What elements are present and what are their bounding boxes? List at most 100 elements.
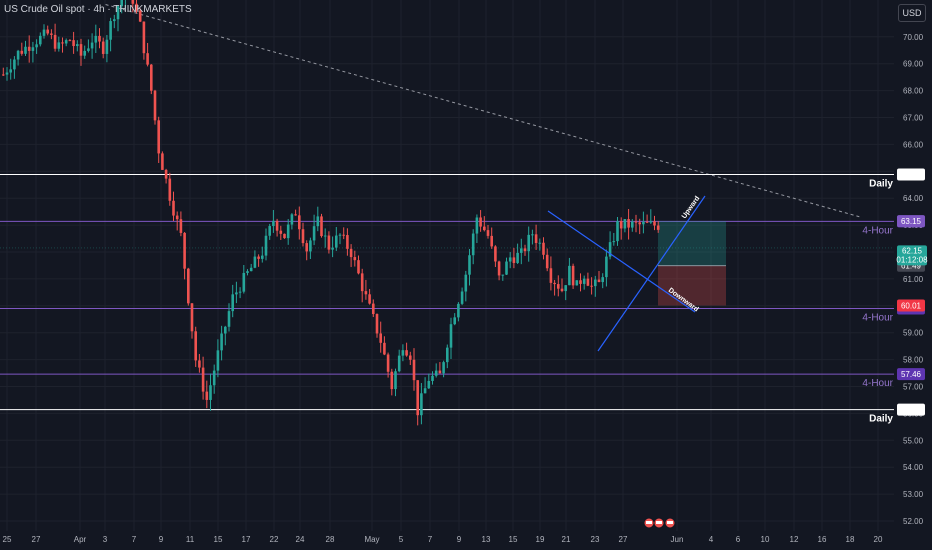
candle-body: [320, 216, 323, 237]
level-price-badge: [897, 168, 925, 181]
long-position-tool[interactable]: [658, 221, 726, 306]
candle-body: [545, 254, 549, 269]
candlesticks: [2, 0, 660, 426]
candle-body: [175, 215, 179, 220]
candle-body: [420, 393, 423, 416]
candle-body: [397, 355, 401, 372]
currency-button[interactable]: USD: [898, 4, 926, 22]
price-tick-label: 69.00: [903, 60, 924, 69]
candle-body: [594, 279, 597, 287]
loss-zone: [658, 265, 726, 306]
candle-body: [142, 21, 146, 54]
candle-body: [390, 371, 394, 390]
price-tick-label: 70.00: [903, 33, 924, 42]
candle-body: [116, 6, 120, 20]
candle-body: [42, 29, 46, 36]
candle-body: [87, 48, 90, 51]
candle-body: [586, 278, 590, 286]
candle-body: [331, 247, 334, 250]
candle-body: [438, 370, 442, 374]
candle-body: [64, 40, 68, 44]
candle-body: [449, 324, 453, 348]
candle-body: [94, 35, 98, 43]
candle-body: [153, 90, 157, 121]
candle-body: [446, 347, 449, 363]
candle-body: [360, 273, 364, 292]
candle-body: [605, 256, 608, 278]
candle-body: [157, 120, 160, 154]
candle-body: [505, 261, 508, 275]
event-flag-mark: [667, 521, 673, 524]
countdown-text: 01:12:08: [896, 255, 928, 264]
candle-body: [401, 350, 405, 356]
candle-body: [131, 0, 135, 4]
candle-body: [460, 291, 464, 304]
candle-body: [527, 234, 530, 252]
candle-body: [490, 235, 493, 247]
candle-body: [150, 64, 153, 91]
candle-body: [209, 385, 212, 400]
price-tick-label: 52.00: [903, 517, 924, 526]
candle-body: [24, 46, 27, 54]
profit-zone: [658, 221, 726, 266]
candle-body: [508, 257, 512, 262]
candle-body: [109, 21, 112, 40]
candle-body: [357, 260, 360, 274]
level-price-text: 57.46: [901, 370, 922, 379]
price-badge: [897, 299, 925, 312]
candle-body: [468, 255, 471, 275]
price-tick-label: 68.00: [903, 87, 924, 96]
time-tick-label: 7: [428, 535, 433, 544]
candle-body: [57, 42, 61, 49]
time-tick-label: 27: [32, 535, 41, 544]
price-tick-label: 66.00: [903, 140, 924, 149]
candle-body: [386, 354, 390, 372]
price-tick-label: 64.00: [903, 194, 924, 203]
candle-body: [249, 267, 253, 272]
candle-body: [309, 240, 312, 252]
candle-body: [275, 220, 279, 231]
candle-body: [656, 225, 660, 230]
candle-body: [553, 282, 556, 285]
candle-body: [575, 280, 579, 286]
time-tick-label: 6: [736, 535, 741, 544]
candle-body: [190, 303, 194, 332]
candle-body: [619, 221, 623, 229]
level-label: Daily: [869, 179, 893, 190]
level-price-text: 64.88: [901, 171, 922, 180]
candle-body: [523, 248, 527, 252]
candle-body: [431, 375, 434, 381]
time-tick-label: 17: [242, 535, 251, 544]
candle-body: [342, 234, 345, 236]
time-tick-label: 9: [457, 535, 462, 544]
price-tick-label: 59.00: [903, 329, 924, 338]
candle-body: [264, 235, 268, 256]
time-tick-label: 12: [790, 535, 799, 544]
candle-body: [235, 292, 238, 295]
candle-body: [516, 252, 519, 263]
price-badge-text: 60.01: [901, 302, 922, 311]
candle-body: [372, 303, 375, 315]
candle-body: [590, 285, 593, 287]
event-markers[interactable]: [643, 517, 676, 529]
candle-body: [227, 311, 231, 327]
price-badge: [897, 215, 925, 228]
candle-body: [187, 268, 190, 304]
candle-body: [579, 280, 582, 284]
symbol-title[interactable]: US Crude Oil spot · 4h · THINKMARKETS: [4, 4, 192, 15]
candle-body: [335, 235, 338, 248]
candle-body: [601, 277, 604, 283]
time-tick-label: May: [364, 535, 379, 544]
candle-body: [353, 257, 357, 261]
time-tick-label: 15: [509, 535, 518, 544]
candle-body: [638, 222, 641, 225]
candle-body: [634, 221, 638, 223]
price-badge-text: 61.49: [901, 262, 922, 271]
candle-body: [560, 288, 564, 292]
price-tick-label: 57.00: [903, 383, 924, 392]
level-label: 4-Hour: [862, 312, 893, 323]
candle-body: [294, 214, 297, 216]
current-price-badge: [897, 245, 927, 266]
price-badge-text: 63.15: [901, 217, 922, 226]
